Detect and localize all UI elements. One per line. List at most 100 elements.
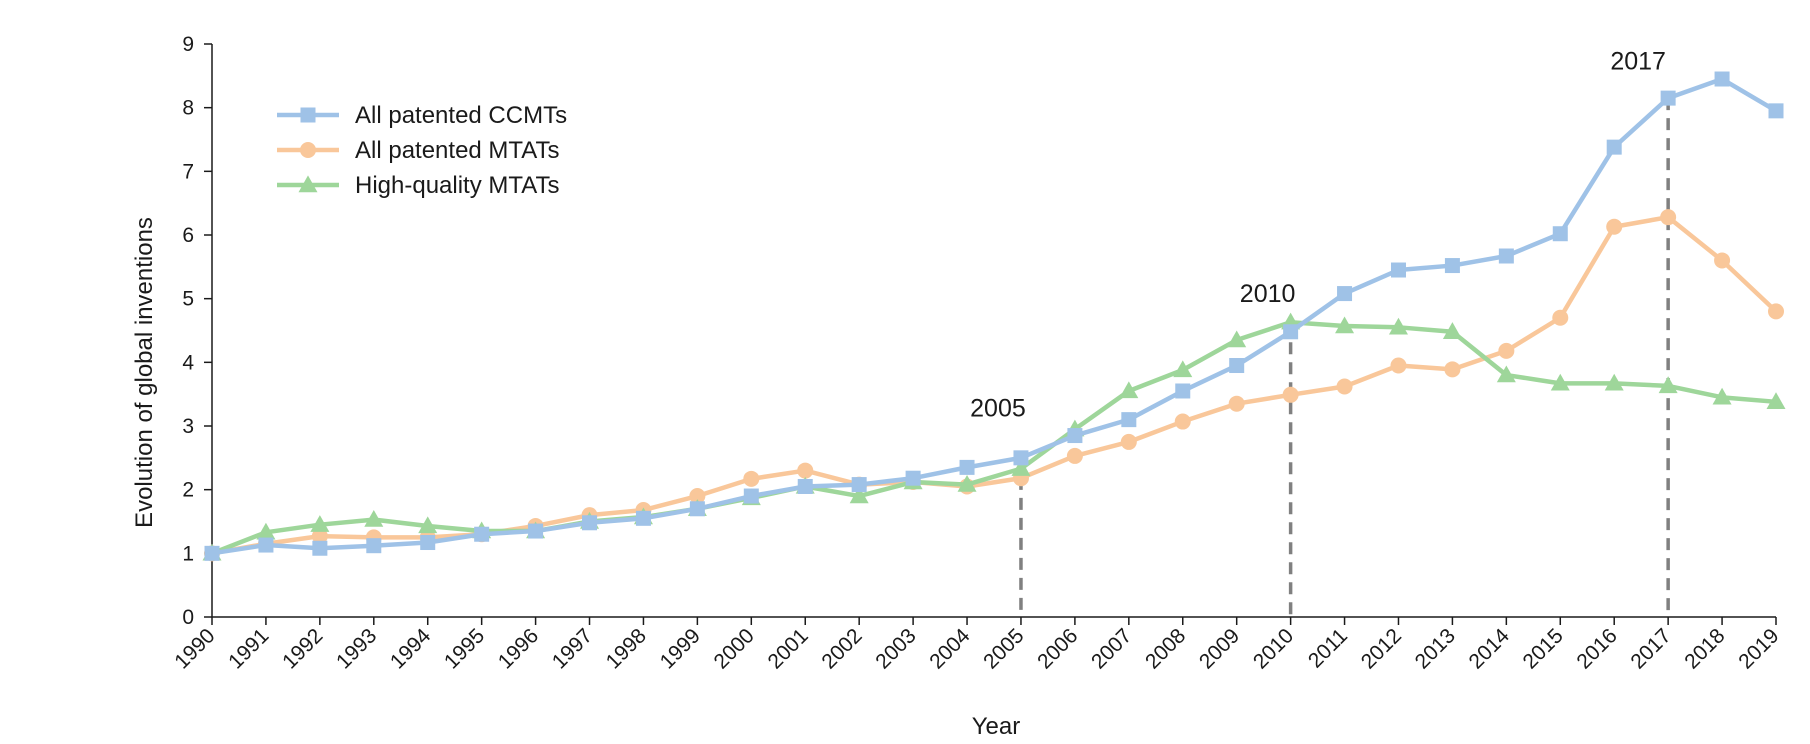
data-point	[1604, 373, 1624, 391]
x-tick-label: 1993	[332, 624, 381, 673]
series-layer	[202, 71, 1786, 562]
data-point	[1444, 258, 1460, 274]
data-point	[1660, 90, 1676, 106]
data-point	[1335, 316, 1355, 334]
data-point	[1768, 303, 1784, 320]
x-tick-label: 2008	[1141, 624, 1190, 673]
data-point	[1011, 459, 1031, 476]
x-tick-label: 2011	[1304, 624, 1352, 672]
y-tick-label: 5	[182, 288, 194, 311]
x-tick-label: 2014	[1465, 624, 1515, 674]
x-tick-label: 2016	[1572, 624, 1621, 673]
series-circle	[204, 209, 1784, 562]
y-axis-title: Evolution of global inventions	[131, 217, 158, 528]
x-tick-label: 2009	[1195, 624, 1244, 673]
data-point	[1712, 387, 1732, 405]
x-tick-label: 2012	[1357, 624, 1406, 673]
x-tick-label: 2005	[979, 624, 1028, 673]
legend-item: High-quality MTATs	[277, 172, 560, 199]
legend-label: All patented MTATs	[355, 137, 560, 164]
x-tick-label: 1992	[278, 624, 327, 673]
data-point	[1768, 103, 1784, 119]
x-tick-label: 2015	[1519, 624, 1568, 673]
x-tick-label: 2007	[1087, 624, 1136, 673]
x-tick-label: 2017	[1626, 624, 1675, 673]
data-point	[364, 509, 384, 527]
data-point	[528, 523, 544, 539]
y-tick-label: 2	[182, 479, 194, 502]
x-tick-label: 1997	[548, 624, 597, 673]
series-line	[209, 214, 1779, 556]
legend-item: All patented CCMTs	[277, 102, 567, 129]
data-point	[743, 488, 759, 504]
legend-marker	[300, 107, 316, 123]
data-point	[1496, 365, 1516, 383]
y-tick-label: 8	[182, 97, 194, 120]
data-point	[1174, 413, 1191, 430]
data-point	[1283, 324, 1299, 340]
y-tick-label: 7	[182, 160, 194, 183]
x-tick-label: 2018	[1680, 624, 1729, 673]
data-point	[1660, 209, 1677, 226]
data-point	[1120, 433, 1137, 450]
legend-marker	[300, 142, 316, 158]
data-point	[1714, 71, 1730, 87]
data-point	[1444, 361, 1461, 378]
data-point	[851, 477, 867, 493]
x-tick-label: 2006	[1033, 624, 1082, 673]
y-tick-label: 1	[182, 542, 194, 565]
data-point	[1229, 358, 1245, 374]
data-point	[957, 474, 977, 492]
y-tick-label: 6	[182, 224, 194, 247]
data-point	[635, 510, 651, 526]
x-tick-label: 1991	[224, 624, 273, 673]
data-point	[1498, 248, 1514, 264]
x-tick-label: 2003	[871, 624, 920, 673]
data-point	[474, 526, 490, 542]
data-point	[204, 545, 220, 561]
data-point	[849, 486, 869, 504]
x-tick-label: 2013	[1411, 624, 1460, 673]
data-point	[310, 515, 330, 532]
data-point	[689, 501, 705, 517]
y-tick-label: 9	[182, 33, 194, 56]
data-point	[959, 459, 975, 475]
legend-item: All patented MTATs	[277, 137, 560, 164]
x-tick-label: 2010	[1249, 624, 1298, 673]
series-line	[209, 76, 1779, 556]
y-tick-label: 3	[182, 415, 194, 438]
data-point	[1552, 309, 1569, 326]
y-tick-label: 0	[182, 606, 194, 629]
data-point	[256, 522, 276, 540]
data-point	[312, 540, 328, 556]
x-tick-label: 1999	[656, 624, 705, 673]
data-point	[797, 462, 814, 479]
x-tick-label: 1994	[386, 624, 436, 674]
series-triangle	[202, 312, 1786, 561]
data-point	[1606, 139, 1622, 155]
data-point	[420, 535, 436, 551]
annotation-label: 2017	[1610, 47, 1666, 75]
data-point	[689, 488, 706, 505]
data-point	[1390, 262, 1406, 278]
data-point	[1121, 412, 1137, 428]
data-point	[1119, 381, 1139, 399]
data-point	[797, 478, 813, 494]
annotation-lines	[1019, 98, 1670, 617]
legend: All patented CCMTs All patented MTATs High…	[277, 102, 567, 199]
data-point	[1658, 376, 1678, 394]
data-point	[1066, 447, 1083, 464]
x-tick-label: 2019	[1734, 624, 1783, 673]
annotation-labels: 2005 2010 2017	[970, 47, 1666, 422]
data-point	[1282, 386, 1299, 403]
data-point	[1390, 357, 1407, 374]
y-ticks: 0 1 2 3 4 5 6 7 8 9	[182, 33, 212, 629]
x-tick-label: 2004	[925, 624, 975, 674]
x-ticks: 1990 1991 1992 1993 1994 1995 1996 1997 1998 1999…	[170, 617, 1784, 674]
data-point	[1228, 395, 1245, 412]
legend-label: All patented CCMTs	[355, 102, 567, 129]
x-tick-label: 1996	[494, 624, 543, 673]
data-point	[1606, 218, 1623, 235]
data-point	[418, 516, 438, 534]
data-point	[366, 538, 382, 554]
